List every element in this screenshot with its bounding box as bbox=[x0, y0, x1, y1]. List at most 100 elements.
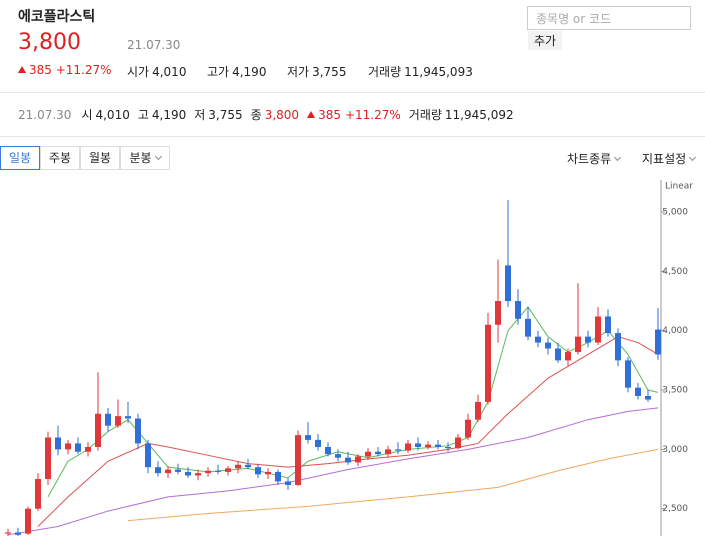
stat-label: 고가 bbox=[207, 65, 230, 79]
candle-body bbox=[165, 469, 171, 474]
tab[interactable]: 주봉 bbox=[40, 146, 80, 170]
candle-body bbox=[265, 471, 271, 475]
y-tick-label: 2,500 bbox=[662, 504, 688, 514]
change: 385 +11.27% bbox=[18, 63, 112, 77]
candle-body bbox=[485, 324, 491, 402]
stat: 저가 3,755 bbox=[287, 63, 346, 80]
candle-body bbox=[205, 470, 211, 474]
tool-label: 차트종류 bbox=[567, 152, 612, 166]
stock-name: 에코플라스틱 bbox=[18, 9, 96, 25]
tab-label: 월봉 bbox=[88, 151, 112, 165]
candle-body bbox=[645, 395, 651, 400]
candle-body bbox=[495, 301, 501, 325]
candle-body bbox=[45, 437, 51, 480]
tri-icon bbox=[307, 111, 316, 118]
change-value: 385 bbox=[29, 63, 52, 77]
summary-value: 11,945,092 bbox=[444, 108, 514, 122]
moving-average bbox=[127, 448, 659, 522]
candle-body bbox=[545, 342, 551, 349]
candle-body bbox=[155, 467, 161, 474]
summary-date: 21.07.30 bbox=[18, 108, 72, 122]
tab-label: 주봉 bbox=[48, 151, 72, 165]
change-rate: +11.27% bbox=[55, 63, 112, 77]
candle-body bbox=[245, 464, 251, 468]
candle-body bbox=[295, 435, 301, 485]
candle-body bbox=[125, 416, 131, 419]
divider bbox=[0, 92, 705, 93]
candle-body bbox=[135, 418, 141, 444]
candle-body bbox=[25, 508, 31, 534]
summary-value: 3,755 bbox=[208, 108, 243, 122]
candle-body bbox=[555, 348, 561, 361]
candle-body bbox=[655, 329, 661, 355]
candle-body bbox=[235, 464, 241, 469]
candle-body bbox=[325, 447, 331, 455]
chevron bbox=[614, 153, 622, 162]
add-button[interactable]: 추가 bbox=[528, 31, 563, 50]
candle-body bbox=[595, 316, 601, 343]
summary-value: 3,800 bbox=[264, 108, 300, 122]
candle-body bbox=[305, 435, 311, 440]
candle-body bbox=[515, 301, 521, 319]
summary: 21.07.30 시 4,010 고 4,190 저 3,755 종 3,800 385 +11.2… bbox=[18, 106, 514, 123]
y-tick-label: 5,000 bbox=[662, 208, 688, 218]
candle-body bbox=[285, 481, 291, 485]
summary-value: 4,190 bbox=[151, 108, 187, 122]
tab[interactable]: 분봉 bbox=[120, 146, 170, 170]
candle-body bbox=[315, 439, 321, 447]
candle-body bbox=[145, 443, 151, 468]
stat-value: 11,945,093 bbox=[404, 65, 473, 79]
candle-body bbox=[75, 443, 81, 452]
candle-body bbox=[395, 449, 401, 451]
stat-value: 4,190 bbox=[232, 65, 267, 79]
y-tick-label: 4,500 bbox=[662, 267, 688, 277]
candle-body bbox=[345, 457, 351, 463]
candle-body bbox=[335, 454, 341, 458]
candle-body bbox=[465, 419, 471, 438]
candle-body bbox=[615, 333, 621, 361]
tab[interactable]: 일봉 bbox=[0, 146, 40, 170]
candle-body bbox=[415, 443, 421, 447]
candle-body bbox=[455, 437, 461, 449]
stat-value: 3,755 bbox=[312, 65, 347, 79]
chevron bbox=[689, 153, 697, 162]
stat-label: 시가 bbox=[127, 65, 150, 79]
candle-body bbox=[175, 469, 181, 472]
stat-label: 저가 bbox=[287, 65, 310, 79]
tool[interactable]: 차트종류 bbox=[567, 150, 622, 167]
candle-body bbox=[505, 265, 511, 302]
search-input[interactable]: 종목명 or 코드 bbox=[527, 6, 691, 30]
candle-body bbox=[585, 336, 591, 343]
moving-average bbox=[7, 407, 659, 536]
candle-body bbox=[55, 437, 61, 450]
tab[interactable]: 월봉 bbox=[80, 146, 120, 170]
tool[interactable]: 지표설정 bbox=[642, 150, 697, 167]
candle-body bbox=[635, 387, 641, 396]
chart: Linear 2,500 3,000 3,500 4,000 4,500 5,000 bbox=[5, 180, 693, 536]
summary-label: 시 bbox=[81, 108, 93, 122]
summary-rate: +11.27% bbox=[344, 108, 401, 122]
divider bbox=[0, 136, 705, 137]
stat-label: 거래량 bbox=[368, 65, 402, 79]
candle-body bbox=[105, 413, 111, 426]
candle-body bbox=[195, 473, 201, 476]
candle-body bbox=[95, 413, 101, 447]
date: 21.07.30 bbox=[127, 38, 181, 52]
y-tick-label: 3,500 bbox=[662, 386, 688, 396]
y-tick-label: 3,000 bbox=[662, 445, 688, 455]
candle-body bbox=[225, 468, 231, 472]
stat: 시가 4,010 bbox=[127, 63, 186, 80]
stat-value: 4,010 bbox=[152, 65, 187, 79]
candle-body bbox=[115, 416, 121, 426]
summary-change-value: 385 bbox=[318, 108, 341, 122]
candle-body bbox=[65, 443, 71, 450]
candle-body bbox=[255, 467, 261, 475]
candle-body bbox=[5, 532, 11, 534]
candle-body bbox=[375, 451, 381, 455]
candle-body bbox=[525, 318, 531, 337]
candle-body bbox=[605, 316, 611, 334]
tab-label: 분봉 bbox=[129, 151, 152, 165]
candle-body bbox=[85, 447, 91, 452]
moving-average bbox=[37, 336, 659, 527]
